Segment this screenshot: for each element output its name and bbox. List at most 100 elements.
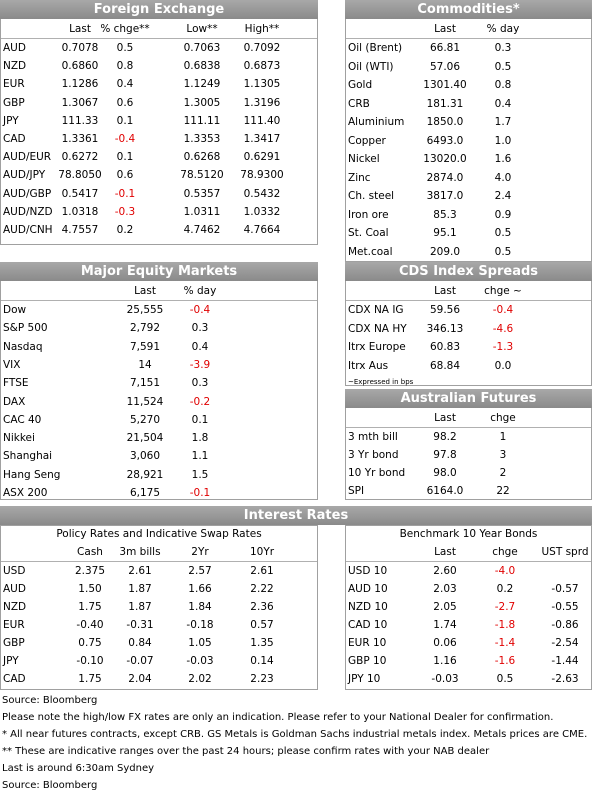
row-label: Iron ore	[348, 208, 389, 221]
table-cell: 1.87	[128, 583, 152, 595]
table-cell: -4.0	[494, 565, 516, 577]
column-header: 2Yr	[191, 546, 209, 558]
table-cell: 0.1	[191, 413, 209, 426]
footnote: ** These are indicative ranges over the …	[2, 746, 490, 757]
table-cell: 181.31	[426, 97, 464, 110]
table-cell: 0.6	[116, 96, 134, 109]
table-cell: 14	[138, 358, 152, 371]
table-cell: 1850.0	[426, 116, 464, 128]
table-cell: 0.6860	[61, 60, 99, 73]
table-cell: 13020.0	[423, 153, 467, 165]
table-cell: 1.7	[494, 116, 512, 128]
table-cell: 1.3067	[61, 96, 99, 109]
footnote: * All near futures contracts, except CRB…	[2, 729, 588, 740]
row-label: EUR 10	[348, 637, 387, 649]
table-cell: -0.4	[189, 304, 211, 316]
table-cell: 1.0318	[61, 205, 99, 218]
table-cell: 66.81	[429, 42, 461, 54]
row-label: JPY	[3, 114, 19, 127]
table-cell: 2.03	[433, 583, 457, 595]
table-cell: 0.5432	[243, 187, 281, 200]
table-cell: -0.4	[114, 133, 136, 145]
table-cell: 0.9	[494, 208, 512, 221]
table-frame	[0, 525, 318, 690]
table-cell: 1.66	[188, 583, 212, 595]
footnote: Source: Bloomberg	[2, 780, 98, 791]
table-cell: 2.60	[433, 565, 457, 577]
table-cell: 85.3	[433, 208, 457, 221]
table-cell: 2.61	[250, 565, 274, 577]
table-cell: 1.75	[78, 601, 102, 613]
row-label: GBP	[3, 637, 25, 649]
table-cell: 0.1	[116, 151, 134, 164]
table-cell: 0.5	[116, 42, 134, 54]
table-cell: -3.9	[189, 358, 211, 371]
table-cell: 0.5	[494, 245, 512, 258]
row-label: NZD	[3, 601, 27, 613]
column-header: Last	[434, 546, 456, 558]
table-cell: 1	[499, 431, 507, 443]
table-cell: -0.1	[189, 487, 211, 499]
row-label: SPI	[348, 485, 365, 497]
section-title: Major Equity Markets	[0, 262, 318, 281]
table-cell: 346.13	[426, 322, 464, 335]
table-cell: 0.84	[128, 637, 152, 649]
row-label: AUD 10	[348, 583, 388, 595]
table-cell: 1.3005	[183, 96, 221, 109]
column-header: % chge**	[100, 23, 150, 35]
table-cell: -1.8	[494, 619, 516, 631]
table-cell: 2.61	[128, 565, 152, 577]
column-header: % day	[486, 23, 520, 35]
header-rule	[1, 561, 317, 562]
table-cell: 1.8	[191, 432, 209, 445]
table-cell: 0.3	[191, 322, 209, 335]
table-cell: 0.7078	[61, 42, 99, 54]
table-cell: 1.1305	[243, 78, 281, 91]
table-cell: 95.1	[433, 227, 457, 239]
table-cell: 6164.0	[426, 485, 464, 497]
table-cell: 25,555	[126, 304, 164, 316]
table-cell: 4.7462	[183, 224, 221, 236]
table-cell: 2.05	[433, 601, 457, 613]
table-cell: 6493.0	[426, 134, 464, 147]
table-cell: 1.74	[433, 619, 457, 631]
column-header: Last	[134, 285, 156, 297]
table-cell: -0.31	[126, 619, 154, 631]
table-cell: 0.5	[494, 60, 512, 73]
row-label: S&P 500	[3, 322, 48, 335]
row-label: JPY 10	[348, 673, 381, 685]
table-cell: 7,591	[129, 340, 161, 353]
header-rule	[1, 38, 317, 39]
table-cell: 2874.0	[426, 171, 464, 184]
table-cell: -0.40	[76, 619, 104, 631]
row-label: EUR	[3, 619, 25, 631]
table-cell: 98.0	[433, 467, 457, 479]
row-label: AUD/GBP	[3, 187, 52, 200]
table-cell: 21,504	[126, 432, 164, 445]
table-cell: 0.2	[116, 224, 134, 236]
table-cell: 1.6	[494, 153, 512, 165]
table-cell: 0.2	[496, 583, 514, 595]
row-label: Shanghai	[3, 450, 53, 463]
table-cell: 1.1	[191, 450, 209, 463]
table-cell: -2.54	[551, 637, 579, 649]
table-cell: 2,792	[129, 322, 161, 335]
column-header: Cash	[77, 546, 103, 558]
table-subtitle: Policy Rates and Indicative Swap Rates	[56, 528, 262, 540]
table-cell: 1.5	[191, 468, 209, 481]
table-cell: 0.06	[433, 637, 457, 649]
table-cell: 1.3196	[243, 96, 281, 109]
table-cell: 4.7664	[243, 224, 281, 236]
table-cell: 59.56	[429, 304, 461, 316]
table-cell: 0.6873	[243, 60, 281, 73]
header-rule	[346, 427, 591, 428]
table-cell: 0.7063	[183, 42, 221, 54]
table-note: ~Expressed in bps	[348, 378, 414, 386]
row-label: CDX NA IG	[348, 304, 404, 316]
row-label: DAX	[3, 395, 26, 408]
row-label: NZD	[3, 60, 27, 73]
section-title: Foreign Exchange	[0, 0, 318, 19]
row-label: AUD/EUR	[3, 151, 52, 164]
table-cell: 209.0	[429, 245, 461, 258]
